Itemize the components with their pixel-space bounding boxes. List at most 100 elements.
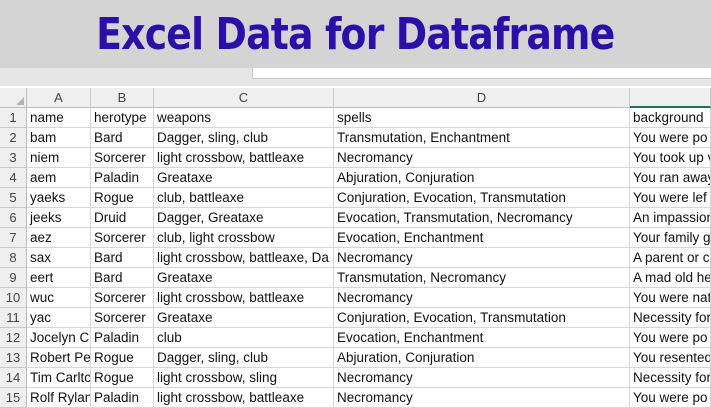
- row-header[interactable]: 11: [0, 308, 27, 328]
- cell-background[interactable]: You ran away: [630, 168, 711, 188]
- row-header[interactable]: 14: [0, 368, 27, 388]
- cell-herotype[interactable]: Bard: [91, 248, 154, 268]
- cell-weapons[interactable]: weapons: [154, 108, 334, 128]
- cell-herotype[interactable]: Bard: [91, 128, 154, 148]
- cell-herotype[interactable]: Druid: [91, 208, 154, 228]
- cell-herotype[interactable]: Rogue: [91, 188, 154, 208]
- cell-spells[interactable]: Conjuration, Evocation, Transmutation: [334, 308, 630, 328]
- cell-herotype[interactable]: Sorcerer: [91, 148, 154, 168]
- cell-weapons[interactable]: light crossbow, battleaxe, Da: [154, 248, 334, 268]
- cell-weapons[interactable]: Dagger, Greataxe: [154, 208, 334, 228]
- row-header[interactable]: 6: [0, 208, 27, 228]
- select-all-corner[interactable]: [0, 88, 27, 108]
- table-row: 10 wuc Sorcerer light crossbow, battleaxe Ne…: [0, 288, 711, 308]
- cell-background[interactable]: You were nat: [630, 288, 711, 308]
- cell-herotype[interactable]: Sorcerer: [91, 308, 154, 328]
- row-header[interactable]: 12: [0, 328, 27, 348]
- formula-input[interactable]: [252, 68, 711, 79]
- cell-weapons[interactable]: Dagger, sling, club: [154, 348, 334, 368]
- cell-name[interactable]: jeeks: [27, 208, 91, 228]
- cell-weapons[interactable]: light crossbow, battleaxe: [154, 388, 334, 408]
- row-header[interactable]: 9: [0, 268, 27, 288]
- row-header[interactable]: 7: [0, 228, 27, 248]
- column-header-a[interactable]: A: [27, 88, 91, 108]
- banner-title: Excel Data for Dataframe: [96, 8, 615, 60]
- cell-spells[interactable]: Conjuration, Evocation, Transmutation: [334, 188, 630, 208]
- row-header[interactable]: 15: [0, 388, 27, 408]
- cell-weapons[interactable]: club, light crossbow: [154, 228, 334, 248]
- cell-weapons[interactable]: club, battleaxe: [154, 188, 334, 208]
- cell-weapons[interactable]: Greataxe: [154, 308, 334, 328]
- cell-name[interactable]: Rolf Rylan: [27, 388, 91, 408]
- column-header-e[interactable]: [630, 88, 711, 108]
- row-header[interactable]: 4: [0, 168, 27, 188]
- cell-background[interactable]: A parent or c: [630, 248, 711, 268]
- cell-weapons[interactable]: club: [154, 328, 334, 348]
- row-header[interactable]: 10: [0, 288, 27, 308]
- cell-name[interactable]: Tim Carltc: [27, 368, 91, 388]
- cell-background[interactable]: You were lef: [630, 188, 711, 208]
- cell-name[interactable]: Jocelyn Ch: [27, 328, 91, 348]
- cell-name[interactable]: aem: [27, 168, 91, 188]
- cell-spells[interactable]: Necromancy: [334, 148, 630, 168]
- cell-spells[interactable]: Necromancy: [334, 248, 630, 268]
- cell-name[interactable]: Robert Pe: [27, 348, 91, 368]
- row-header[interactable]: 3: [0, 148, 27, 168]
- cell-spells[interactable]: Evocation, Transmutation, Necromancy: [334, 208, 630, 228]
- cell-spells[interactable]: Necromancy: [334, 368, 630, 388]
- cell-name[interactable]: yac: [27, 308, 91, 328]
- cell-spells[interactable]: Necromancy: [334, 288, 630, 308]
- cell-spells[interactable]: Evocation, Enchantment: [334, 328, 630, 348]
- cell-name[interactable]: niem: [27, 148, 91, 168]
- cell-herotype[interactable]: Paladin: [91, 328, 154, 348]
- cell-spells[interactable]: Transmutation, Enchantment: [334, 128, 630, 148]
- cell-weapons[interactable]: Dagger, sling, club: [154, 128, 334, 148]
- cell-background[interactable]: Necessity for: [630, 308, 711, 328]
- row-header[interactable]: 2: [0, 128, 27, 148]
- cell-herotype[interactable]: Rogue: [91, 348, 154, 368]
- row-header[interactable]: 13: [0, 348, 27, 368]
- cell-herotype[interactable]: Rogue: [91, 368, 154, 388]
- table-row: 3 niem Sorcerer light crossbow, battleaxe Ne…: [0, 148, 711, 168]
- cell-weapons[interactable]: light crossbow, sling: [154, 368, 334, 388]
- cell-background[interactable]: A mad old he: [630, 268, 711, 288]
- cell-herotype[interactable]: Paladin: [91, 168, 154, 188]
- cell-herotype[interactable]: Paladin: [91, 388, 154, 408]
- cell-herotype[interactable]: Sorcerer: [91, 288, 154, 308]
- cell-name[interactable]: name: [27, 108, 91, 128]
- cell-background[interactable]: You were po: [630, 328, 711, 348]
- cell-spells[interactable]: spells: [334, 108, 630, 128]
- cell-background[interactable]: An impassion: [630, 208, 711, 228]
- column-header-c[interactable]: C: [154, 88, 334, 108]
- cell-name[interactable]: bam: [27, 128, 91, 148]
- cell-background[interactable]: You were po: [630, 128, 711, 148]
- cell-name[interactable]: wuc: [27, 288, 91, 308]
- row-header[interactable]: 5: [0, 188, 27, 208]
- cell-background[interactable]: background: [630, 108, 711, 128]
- cell-background[interactable]: Your family g: [630, 228, 711, 248]
- cell-weapons[interactable]: light crossbow, battleaxe: [154, 288, 334, 308]
- cell-name[interactable]: yaeks: [27, 188, 91, 208]
- cell-spells[interactable]: Necromancy: [334, 388, 630, 408]
- row-header[interactable]: 1: [0, 108, 27, 128]
- cell-spells[interactable]: Evocation, Enchantment: [334, 228, 630, 248]
- row-header[interactable]: 8: [0, 248, 27, 268]
- cell-herotype[interactable]: herotype: [91, 108, 154, 128]
- column-header-d[interactable]: D: [334, 88, 630, 108]
- cell-name[interactable]: aez: [27, 228, 91, 248]
- cell-spells[interactable]: Abjuration, Conjuration: [334, 348, 630, 368]
- cell-herotype[interactable]: Bard: [91, 268, 154, 288]
- cell-background[interactable]: You were po: [630, 388, 711, 408]
- cell-name[interactable]: sax: [27, 248, 91, 268]
- cell-spells[interactable]: Abjuration, Conjuration: [334, 168, 630, 188]
- cell-weapons[interactable]: light crossbow, battleaxe: [154, 148, 334, 168]
- cell-background[interactable]: You took up v: [630, 148, 711, 168]
- cell-weapons[interactable]: Greataxe: [154, 168, 334, 188]
- cell-herotype[interactable]: Sorcerer: [91, 228, 154, 248]
- cell-spells[interactable]: Transmutation, Necromancy: [334, 268, 630, 288]
- column-header-b[interactable]: B: [91, 88, 154, 108]
- cell-background[interactable]: You resented: [630, 348, 711, 368]
- cell-background[interactable]: Necessity for: [630, 368, 711, 388]
- cell-weapons[interactable]: Greataxe: [154, 268, 334, 288]
- cell-name[interactable]: eert: [27, 268, 91, 288]
